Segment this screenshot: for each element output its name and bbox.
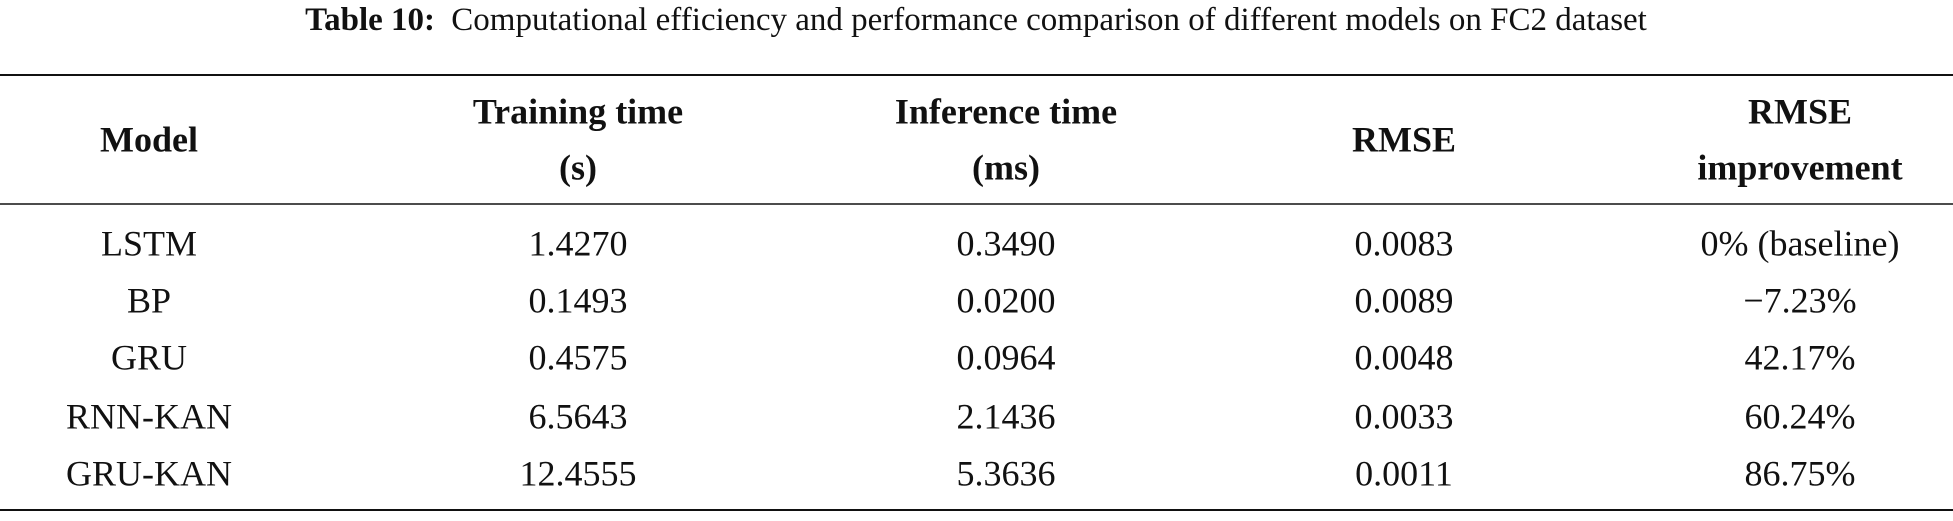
- header-cell: Model: [100, 119, 198, 159]
- header-cell: improvement: [1697, 147, 1902, 187]
- caption: Table 10: Computational efficiency and p…: [305, 2, 1647, 38]
- caption-label: Table 10:: [305, 2, 435, 38]
- table-cell: 86.75%: [1745, 453, 1856, 493]
- table-cell: 42.17%: [1745, 337, 1856, 377]
- table-cell: 0.0200: [957, 280, 1056, 320]
- header-cell: (s): [559, 147, 597, 187]
- table-cell: 0.0048: [1355, 337, 1454, 377]
- table-cell: 6.5643: [529, 396, 628, 436]
- table-cell: 0.0964: [957, 337, 1056, 377]
- table-cell: 0.0011: [1355, 453, 1453, 493]
- table-cell: 0.0089: [1355, 280, 1454, 320]
- table-cell: GRU-KAN: [66, 453, 232, 493]
- header-cell: Training time: [473, 91, 683, 131]
- table-cell: 12.4555: [520, 453, 637, 493]
- table-cell: RNN-KAN: [66, 396, 232, 436]
- header-cell: (ms): [972, 147, 1040, 187]
- table-cell: 0.1493: [529, 280, 628, 320]
- table-cell: BP: [127, 280, 171, 320]
- table-cell: GRU: [111, 337, 187, 377]
- header-cell: RMSE: [1748, 91, 1852, 131]
- header-cell: RMSE: [1352, 119, 1456, 159]
- table-cell: 0.3490: [957, 223, 1056, 263]
- table-cell: −7.23%: [1743, 280, 1856, 320]
- table-cell: 0.4575: [529, 337, 628, 377]
- table-cell: 5.3636: [957, 453, 1056, 493]
- table-cell: 0.0083: [1355, 223, 1454, 263]
- table-cell: 0% (baseline): [1701, 223, 1900, 263]
- table-cell: 0.0033: [1355, 396, 1454, 436]
- table-cell: 60.24%: [1745, 396, 1856, 436]
- table-cell: LSTM: [101, 223, 197, 263]
- caption-text: Computational efficiency and performance…: [451, 2, 1647, 38]
- table-cell: 2.1436: [957, 396, 1056, 436]
- header-cell: Inference time: [895, 91, 1117, 131]
- table-cell: 1.4270: [529, 223, 628, 263]
